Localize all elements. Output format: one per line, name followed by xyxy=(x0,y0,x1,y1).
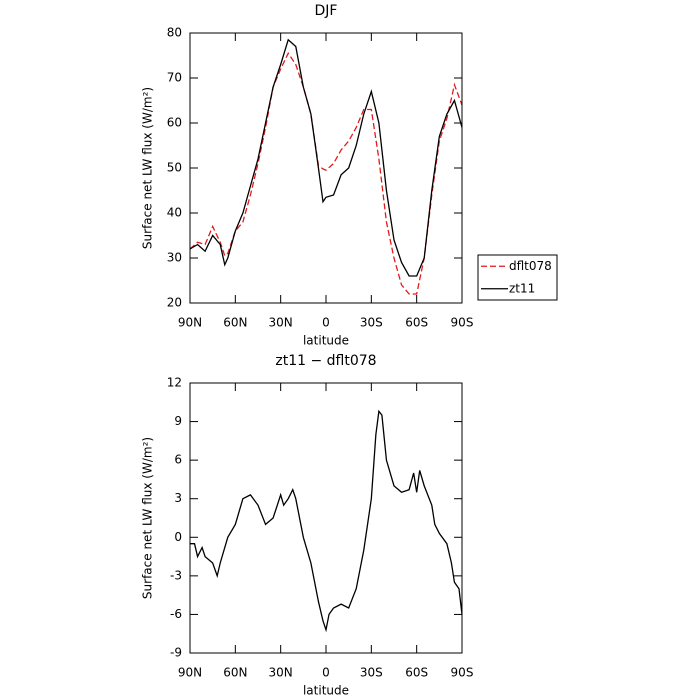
x-tick-label: 30S xyxy=(360,666,383,680)
data-line xyxy=(190,409,463,633)
x-axis-label: latitude xyxy=(303,684,349,698)
x-tick-label: 60N xyxy=(223,666,247,680)
chart-title: DJF xyxy=(315,3,338,19)
x-tick-label: 90S xyxy=(451,666,474,680)
x-tick-label: 90N xyxy=(178,666,202,680)
y-tick-label: 12 xyxy=(167,376,182,390)
x-tick-label: 60S xyxy=(405,666,428,680)
y-tick-label: 60 xyxy=(167,116,182,130)
plot-frame xyxy=(189,382,463,654)
legend-label: dflt078 xyxy=(509,259,552,273)
x-tick-label: 90S xyxy=(451,316,474,330)
y-tick-label: 40 xyxy=(167,206,182,220)
y-axis-label: Surface net LW flux (W/m²) xyxy=(141,87,155,249)
y-tick-label: 30 xyxy=(167,251,182,265)
y-tick-label: 70 xyxy=(167,71,182,85)
y-tick-label: 6 xyxy=(174,453,182,467)
x-tick-label: 90N xyxy=(178,316,202,330)
y-tick-label: -6 xyxy=(170,607,182,621)
y-tick-label: 9 xyxy=(174,414,182,428)
y-tick-label: 50 xyxy=(167,161,182,175)
y-axis-label: Surface net LW flux (W/m²) xyxy=(141,437,155,599)
chart-title: zt11 − dflt078 xyxy=(275,353,376,369)
plot-frame xyxy=(189,32,463,304)
x-tick-label: 60S xyxy=(405,316,428,330)
data-line xyxy=(189,38,463,277)
data-line xyxy=(189,51,463,295)
legend-label: zt11 xyxy=(509,281,535,295)
x-tick-label: 30N xyxy=(269,316,293,330)
x-tick-label: 30N xyxy=(269,666,293,680)
y-tick-label: 20 xyxy=(167,296,182,310)
x-tick-label: 30S xyxy=(360,316,383,330)
legend-box xyxy=(477,254,558,301)
x-tick-label: 0 xyxy=(322,316,330,330)
y-tick-label: 0 xyxy=(174,530,182,544)
x-tick-label: 0 xyxy=(322,666,330,680)
x-axis-label: latitude xyxy=(303,334,349,348)
y-tick-label: -3 xyxy=(170,568,182,582)
x-tick-label: 60N xyxy=(223,316,247,330)
y-tick-label: 80 xyxy=(167,26,182,40)
y-tick-label: 3 xyxy=(174,491,182,505)
y-tick-label: -9 xyxy=(170,646,182,660)
